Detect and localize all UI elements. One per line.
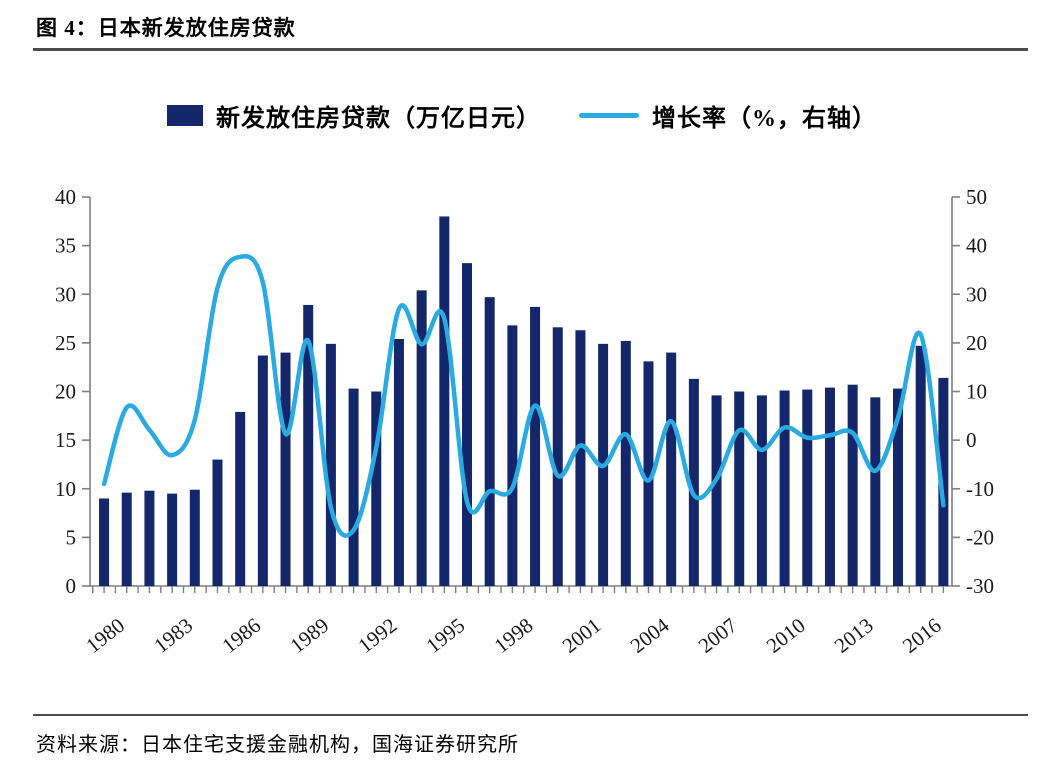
svg-text:30: 30 <box>55 282 76 306</box>
loan-bar <box>711 395 722 586</box>
legend-item-line: 增长率（%，右轴） <box>579 98 877 133</box>
loan-bar <box>348 388 359 586</box>
svg-text:2004: 2004 <box>626 613 674 658</box>
loan-bar <box>756 395 767 586</box>
svg-text:5: 5 <box>66 525 77 549</box>
left-axis-ticks: 0 5 10 15 20 25 30 35 40 <box>55 185 90 598</box>
x-axis-ticks <box>92 586 945 593</box>
legend-item-bars: 新发放住房贷款（万亿日元） <box>167 98 541 133</box>
loan-bar <box>643 361 654 586</box>
svg-text:15: 15 <box>55 428 76 452</box>
loan-bar <box>802 389 813 586</box>
chart-legend: 新发放住房贷款（万亿日元） 增长率（%，右轴） <box>0 94 1044 136</box>
loan-bar <box>99 498 110 586</box>
loan-bar <box>212 459 223 586</box>
loan-bar <box>530 306 541 586</box>
svg-text:1998: 1998 <box>490 613 538 658</box>
line-series-label: 增长率（%，右轴） <box>652 105 877 132</box>
svg-text:40: 40 <box>966 234 987 258</box>
right-axis-ticks: -30 -20 -10 0 10 20 30 40 50 <box>952 185 994 598</box>
svg-text:20: 20 <box>966 331 987 355</box>
svg-text:2016: 2016 <box>898 613 946 658</box>
loan-bar <box>575 330 586 586</box>
x-axis-labels: 1980 1983 1986 1989 1992 1995 1998 2001 2004 2007… <box>81 613 946 658</box>
svg-text:10: 10 <box>55 477 76 501</box>
svg-text:-20: -20 <box>966 525 994 549</box>
svg-text:1995: 1995 <box>422 613 470 658</box>
loan-bar <box>303 304 314 586</box>
loan-bar <box>257 355 268 586</box>
svg-text:25: 25 <box>55 331 76 355</box>
loan-bar <box>416 290 427 586</box>
svg-text:0: 0 <box>66 574 77 598</box>
svg-text:1989: 1989 <box>285 613 333 658</box>
svg-text:-30: -30 <box>966 574 994 598</box>
svg-text:2001: 2001 <box>558 613 606 658</box>
loan-bar <box>507 325 518 586</box>
loan-bar <box>325 343 336 586</box>
svg-text:2007: 2007 <box>694 613 742 658</box>
loan-bar <box>779 390 790 586</box>
loan-bar <box>484 297 495 586</box>
svg-text:10: 10 <box>966 380 987 404</box>
source-note: 资料来源：日本住宅支援金融机构，国海证券研究所 <box>36 734 519 756</box>
svg-text:2010: 2010 <box>762 613 810 658</box>
svg-text:35: 35 <box>55 234 76 258</box>
title-divider <box>33 48 1028 51</box>
bar-series-swatch <box>167 104 203 126</box>
loan-bar <box>824 387 835 586</box>
svg-text:2013: 2013 <box>830 613 878 658</box>
loan-bar <box>439 216 450 586</box>
loan-bar <box>620 340 631 586</box>
loan-bar <box>393 338 404 586</box>
loan-bar <box>462 263 473 586</box>
loan-bar <box>870 397 881 586</box>
footer-divider <box>33 714 1028 716</box>
svg-text:30: 30 <box>966 282 987 306</box>
loan-bar <box>167 493 178 586</box>
loan-bar <box>938 377 949 586</box>
svg-text:-10: -10 <box>966 477 994 501</box>
svg-text:1986: 1986 <box>217 613 265 658</box>
loan-bars-series <box>99 216 949 586</box>
svg-text:40: 40 <box>55 185 76 209</box>
loan-bar <box>280 352 291 586</box>
loan-bar <box>371 391 382 586</box>
svg-text:0: 0 <box>966 428 977 452</box>
loan-bar <box>144 490 155 586</box>
loan-bar <box>189 489 200 586</box>
line-series-swatch <box>579 112 639 118</box>
svg-text:1980: 1980 <box>81 613 129 658</box>
figure-title: 图 4：日本新发放住房贷款 <box>36 16 296 40</box>
loan-bar <box>847 384 858 586</box>
loan-bar <box>734 391 745 586</box>
bar-series-label: 新发放住房贷款（万亿日元） <box>216 105 541 132</box>
loan-bar <box>688 378 699 586</box>
loan-bar <box>666 352 677 586</box>
loan-bar <box>893 388 904 586</box>
loan-bar <box>915 345 926 586</box>
growth-rate-line <box>101 254 946 538</box>
loan-bar <box>235 411 246 586</box>
svg-text:1992: 1992 <box>353 613 401 658</box>
svg-text:1983: 1983 <box>149 613 197 658</box>
loan-bar <box>121 492 132 586</box>
svg-text:50: 50 <box>966 185 987 209</box>
svg-text:20: 20 <box>55 380 76 404</box>
loan-bar <box>552 327 563 586</box>
